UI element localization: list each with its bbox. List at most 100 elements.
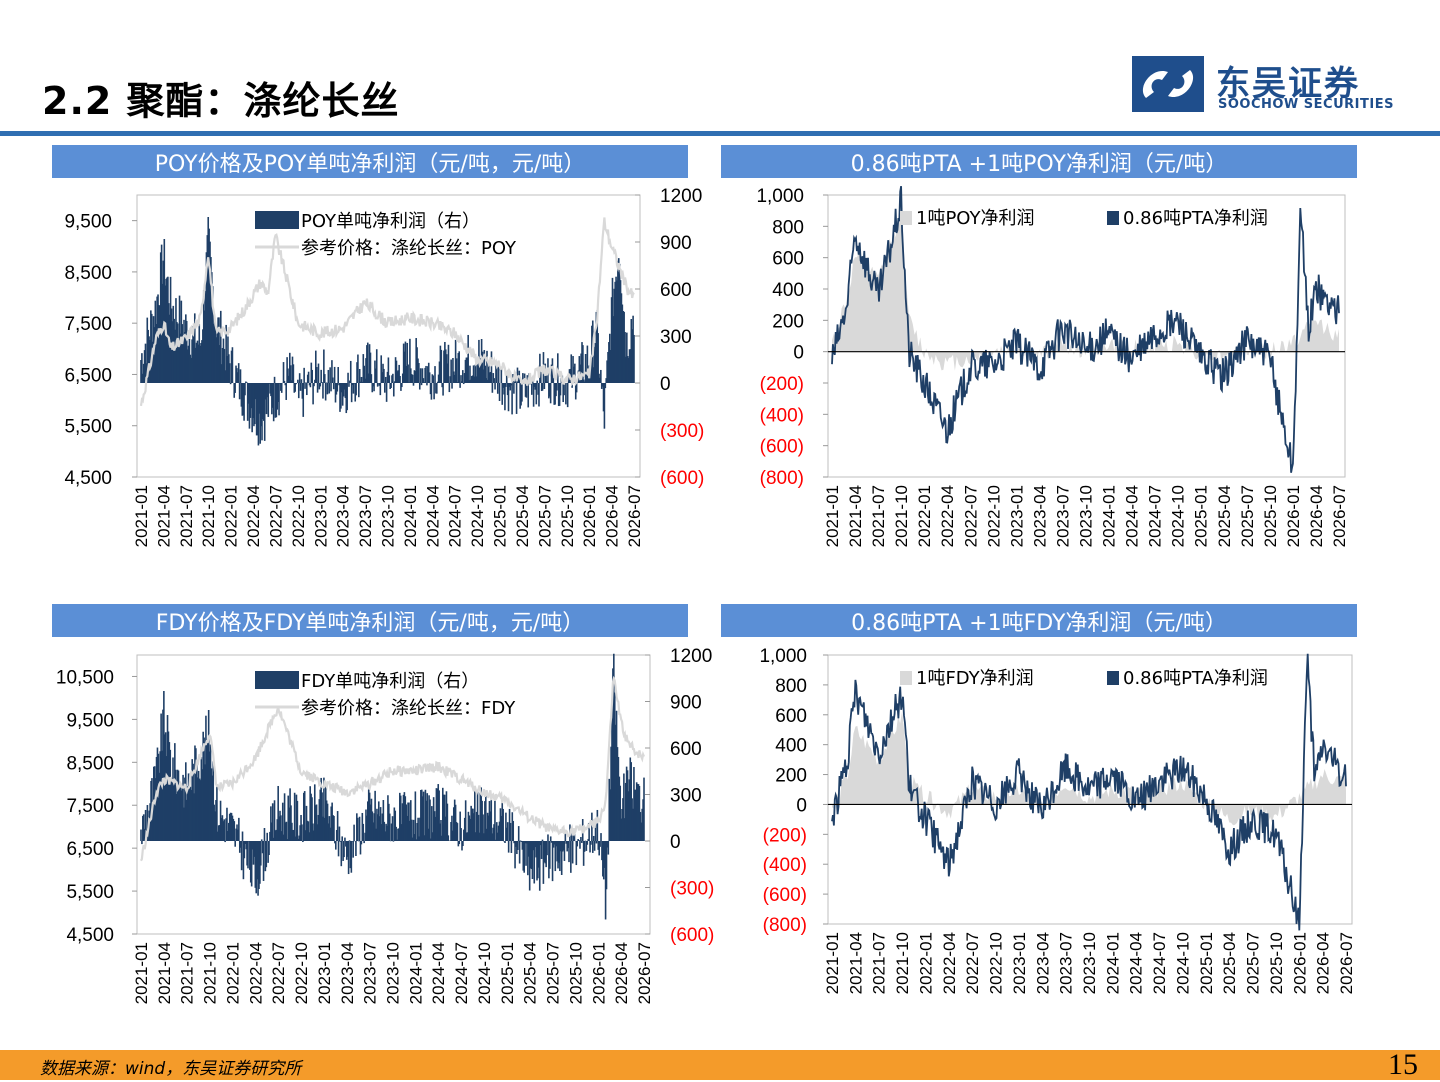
y-tick-right: 0 <box>660 374 671 395</box>
x-tick: 2024-01 <box>1103 932 1122 994</box>
x-tick: 2022-07 <box>963 932 982 994</box>
x-tick: 2025-04 <box>1220 932 1239 994</box>
x-tick: 2025-01 <box>1197 932 1216 994</box>
x-tick: 2022-10 <box>289 485 308 547</box>
legend-label-price: 参考价格：涤纶长丝：FDY <box>301 698 516 719</box>
x-tick: 2021-07 <box>869 485 888 547</box>
x-tick: 2025-10 <box>566 942 585 1004</box>
x-tick: 2022-07 <box>269 942 288 1004</box>
x-tick: 2022-01 <box>917 932 936 994</box>
x-tick: 2023-01 <box>1007 485 1026 547</box>
y-tick: (200) <box>760 374 804 395</box>
x-tick: 2021-01 <box>132 485 151 547</box>
y-tick-right: 600 <box>660 280 692 301</box>
y-tick-right: 1200 <box>670 646 712 667</box>
legend-swatch-profit <box>255 671 299 689</box>
x-tick: 2021-01 <box>823 932 842 994</box>
y-tick: (400) <box>763 855 807 876</box>
y-tick-left: 6,500 <box>66 839 114 860</box>
x-tick: 2022-10 <box>987 932 1006 994</box>
x-tick: 2025-01 <box>1192 485 1211 547</box>
pta-profit-line <box>831 186 1340 473</box>
y-tick: 400 <box>772 280 804 301</box>
y-tick: 1,000 <box>756 186 804 207</box>
y-tick: 200 <box>772 311 804 332</box>
x-tick: 2023-07 <box>1054 485 1073 547</box>
x-tick: 2024-07 <box>1150 932 1169 994</box>
x-tick: 2026-07 <box>625 485 644 547</box>
y-tick: 800 <box>772 217 804 238</box>
x-tick: 2025-04 <box>1215 485 1234 547</box>
legend-swatch-area <box>900 211 912 225</box>
y-tick: 600 <box>775 706 807 727</box>
x-tick: 2023-07 <box>356 485 375 547</box>
y-tick-left: 7,500 <box>64 314 112 335</box>
legend-label-profit: FDY单吨净利润（右） <box>301 671 479 692</box>
x-tick: 2023-07 <box>361 942 380 1004</box>
x-tick: 2024-07 <box>452 942 471 1004</box>
y-tick-right: (300) <box>670 879 714 900</box>
y-tick: 0 <box>793 343 804 364</box>
x-tick: 2025-07 <box>1244 932 1263 994</box>
x-tick: 2022-10 <box>984 485 1003 547</box>
x-tick: 2025-07 <box>1238 485 1257 547</box>
x-tick: 2026-04 <box>603 485 622 547</box>
logo-english: SOOCHOW SECURITIES <box>1218 97 1394 112</box>
x-tick: 2021-01 <box>132 942 151 1004</box>
x-tick: 2024-04 <box>1127 932 1146 994</box>
x-tick: 2023-01 <box>1010 932 1029 994</box>
legend-label-price: 参考价格：涤纶长丝：POY <box>301 238 517 259</box>
legend-label-line: 0.86吨PTA净利润 <box>1123 668 1268 689</box>
page-number: 15 <box>1388 1048 1418 1081</box>
x-tick: 2021-07 <box>870 932 889 994</box>
y-tick-right: 600 <box>670 739 702 760</box>
source-note: 数据来源：wind，东吴证券研究所 <box>40 1059 302 1079</box>
price-line <box>140 675 646 862</box>
x-tick: 2023-01 <box>311 485 330 547</box>
y-tick-right: 1200 <box>660 186 702 207</box>
x-tick: 2023-10 <box>1077 485 1096 547</box>
x-tick: 2024-04 <box>1123 485 1142 547</box>
y-tick: (200) <box>763 825 807 846</box>
legend-label-area: 1吨POY净利润 <box>916 208 1035 229</box>
x-tick: 2024-01 <box>1100 485 1119 547</box>
x-tick: 2026-01 <box>580 485 599 547</box>
y-tick-left: 4,500 <box>64 468 112 489</box>
x-tick: 2026-01 <box>1290 932 1309 994</box>
x-tick: 2024-10 <box>475 942 494 1004</box>
x-tick: 2023-04 <box>338 942 357 1004</box>
legend-label-area: 1吨FDY净利润 <box>916 668 1034 689</box>
x-tick: 2025-04 <box>513 485 532 547</box>
x-tick: 2025-10 <box>1261 485 1280 547</box>
x-tick: 2023-04 <box>334 485 353 547</box>
y-tick: (600) <box>763 885 807 906</box>
pta-profit-line <box>831 653 1347 931</box>
x-tick: 2022-01 <box>224 942 243 1004</box>
x-tick: 2025-04 <box>521 942 540 1004</box>
x-tick: 2022-07 <box>267 485 286 547</box>
y-tick-right: (600) <box>660 468 704 489</box>
x-tick: 2023-10 <box>379 485 398 547</box>
x-tick: 2021-07 <box>178 942 197 1004</box>
x-tick: 2021-04 <box>846 485 865 547</box>
x-tick: 2022-04 <box>940 932 959 994</box>
x-tick: 2021-04 <box>154 485 173 547</box>
y-tick-left: 5,500 <box>66 882 114 903</box>
x-tick: 2024-10 <box>1169 485 1188 547</box>
price-line <box>139 217 635 407</box>
x-tick: 2022-10 <box>292 942 311 1004</box>
x-tick: 2021-04 <box>846 932 865 994</box>
x-tick: 2025-07 <box>544 942 563 1004</box>
x-tick: 2022-01 <box>915 485 934 547</box>
x-tick: 2024-07 <box>446 485 465 547</box>
legend-swatch-area <box>900 671 912 685</box>
x-tick: 2024-04 <box>423 485 442 547</box>
x-tick: 2021-07 <box>177 485 196 547</box>
y-tick-right: 0 <box>670 832 681 853</box>
y-tick-left: 9,500 <box>64 212 112 233</box>
y-tick-left: 9,500 <box>66 710 114 731</box>
x-tick: 2021-04 <box>155 942 174 1004</box>
plot-frame <box>827 194 1346 478</box>
x-tick: 2026-07 <box>1337 932 1356 994</box>
y-tick: (800) <box>760 468 804 489</box>
